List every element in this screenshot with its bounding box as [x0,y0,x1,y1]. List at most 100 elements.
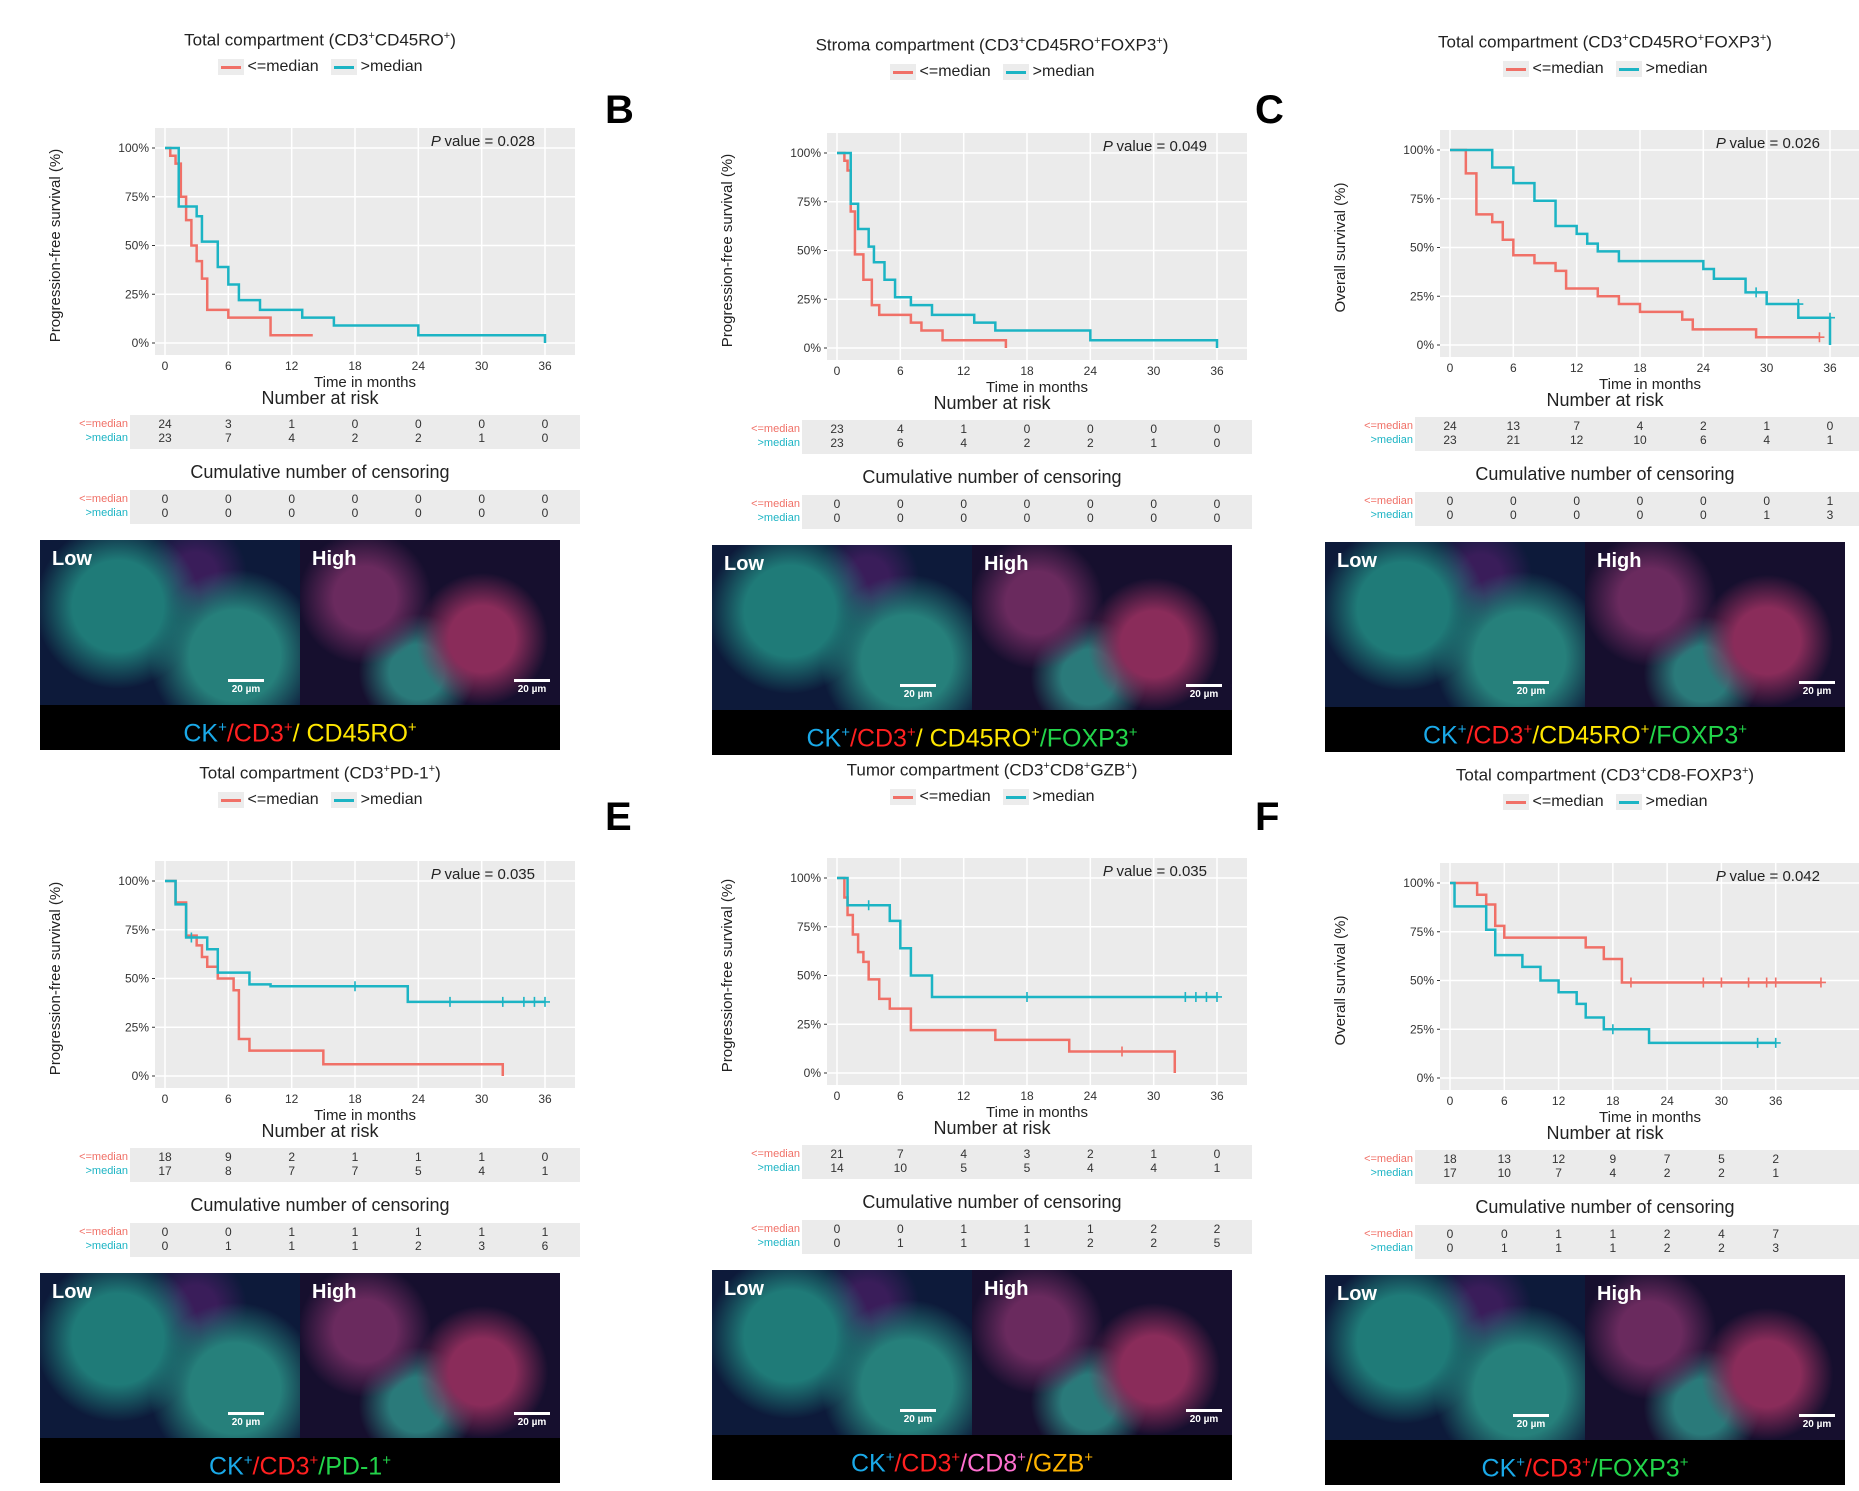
risk-cell: 0 [1573,508,1580,522]
km-curve-high [837,151,1219,348]
risk-cell: 1 [1500,1241,1508,1255]
title-fragment: + [1697,32,1705,44]
risk-cell: 2 [1663,1241,1671,1255]
risk-cell: 0 [1023,511,1031,525]
title-fragment: + [428,763,436,775]
title-fragment: + [368,30,375,42]
risk-cell: 7 [224,431,232,445]
p-value-label: P value = 0.049 [1103,138,1207,155]
risk-table: <=median 24 3 1 0 0 0 0 >median 23 7 4 2 2 1 0 [40,415,600,449]
y-tick-label: 0% [132,336,150,350]
risk-table-title: Number at risk [933,393,1051,413]
risk-cell: 0 [1509,494,1517,508]
x-tick-label: 36 [1823,361,1837,375]
risk-table-bg [802,420,1252,454]
risk-cell: 1 [1609,1227,1617,1241]
x-tick-label: 36 [538,359,552,373]
censor-mark-high [1190,991,1201,1002]
x-tick-label: 6 [225,1092,232,1106]
risk-cell: 0 [224,492,232,506]
x-tick-label: 30 [1715,1094,1729,1108]
micrograph-label: Low [52,548,92,570]
risk-row-label-high: >median [85,507,128,519]
plot-title: Total compartment (CD3+PD-1+) [40,763,600,784]
stain-fragment: + [1017,1449,1026,1466]
km-plot: 0% 25% 50% 75% 100% 0 6 12 18 24 30 36 Time in month… [1332,863,1859,1126]
risk-cell: 0 [161,492,169,506]
km-plot: 0% 25% 50% 75% 100% 0 6 12 18 24 30 36 Time in month… [719,133,1247,396]
risk-cell: 2 [1086,1147,1094,1161]
legend-swatch [330,58,357,75]
censor-mark-low [1761,977,1772,988]
risk-cell: 4 [896,422,904,436]
p-value-italic: P [1103,138,1117,155]
stain-fragment: / CD45RO [915,724,1032,753]
title-fragment: + [1094,35,1101,47]
title-fragment: FOXP3 [1704,32,1760,52]
risk-cell: 0 [1213,422,1221,436]
x-tick-label: 12 [957,1089,971,1103]
risk-cell: 3 [224,417,232,431]
legend-label: <=median [919,788,991,805]
micrograph-high: High 20 µm [972,1270,1232,1435]
p-value-text: value = 0.049 [1117,138,1208,155]
stain-fragment: + [841,724,850,741]
stain-fragment: /CD3 [894,1449,952,1478]
risk-cell: 5 [414,1164,422,1178]
risk-cell: 0 [478,417,485,431]
legend-label: <=median [1532,60,1604,77]
risk-cell: 0 [833,511,841,525]
p-value-label: P value = 0.026 [1716,135,1820,152]
risk-cell: 7 [1772,1227,1780,1241]
risk-cell: 0 [414,417,422,431]
risk-cell: 7 [1555,1166,1562,1180]
censor-mark-high [1825,312,1835,323]
y-tick-label: 100% [118,141,149,155]
risk-cell: 1 [1609,1241,1617,1255]
risk-cell: 0 [1213,497,1221,511]
stain-legend: CK+/CD3+/ CD45RO+/FOXP3+ [712,710,1232,755]
micrograph: Low 20 µm High 20 µm [712,545,1232,710]
risk-cell: 0 [541,506,549,520]
stain-fragment: + [1516,1454,1526,1471]
y-tick-label: 75% [125,190,149,204]
risk-cell: 1 [1555,1241,1562,1255]
risk-table-title: Number at risk [933,1118,1051,1138]
stain-fragment: CK [1481,1454,1517,1483]
legend-swatch [889,63,916,80]
risk-cell: 2 [1086,1236,1094,1250]
x-tick-label: 18 [348,1092,362,1106]
panel-letter-f: F [1255,795,1280,839]
x-tick-label: 0 [162,1092,169,1106]
y-tick-label: 100% [790,871,821,885]
scale-bar: 20 µm [228,679,264,695]
risk-cell: 4 [1718,1227,1725,1241]
censor-mark-low [1815,977,1826,988]
risk-cell: 2 [1718,1241,1725,1255]
risk-row-label-high: >median [85,432,128,444]
title-fragment: CD45RO [374,30,444,50]
p-value-italic: P [431,866,445,883]
risk-cell: 0 [1086,422,1094,436]
title-fragment: + [1018,35,1026,47]
risk-cell: 1 [1772,1166,1780,1180]
x-tick-label: 18 [1633,361,1647,375]
p-value-italic: P [1103,863,1117,880]
risk-table-title: Number at risk [261,1121,379,1141]
p-value-text: value = 0.026 [1730,135,1821,152]
legend-item-low: <=median [889,788,991,806]
legend: <=median >median [40,58,600,76]
title-fragment: + [1622,32,1629,44]
p-value-italic: P [1716,868,1730,885]
micrograph-high: High 20 µm [300,540,560,705]
stain-fragment: CK [209,1452,244,1481]
risk-cell: 0 [288,506,295,520]
legend-item-low: <=median [1502,60,1604,78]
risk-cell: 0 [1150,511,1157,525]
y-axis-label: Progression-free survival (%) [47,149,64,342]
scale-bar: 20 µm [1799,1414,1835,1430]
y-tick-label: 75% [797,920,821,934]
legend-swatch [1002,63,1029,80]
x-tick-label: 36 [1210,1089,1224,1103]
micrograph-low: Low 20 µm [40,540,300,705]
